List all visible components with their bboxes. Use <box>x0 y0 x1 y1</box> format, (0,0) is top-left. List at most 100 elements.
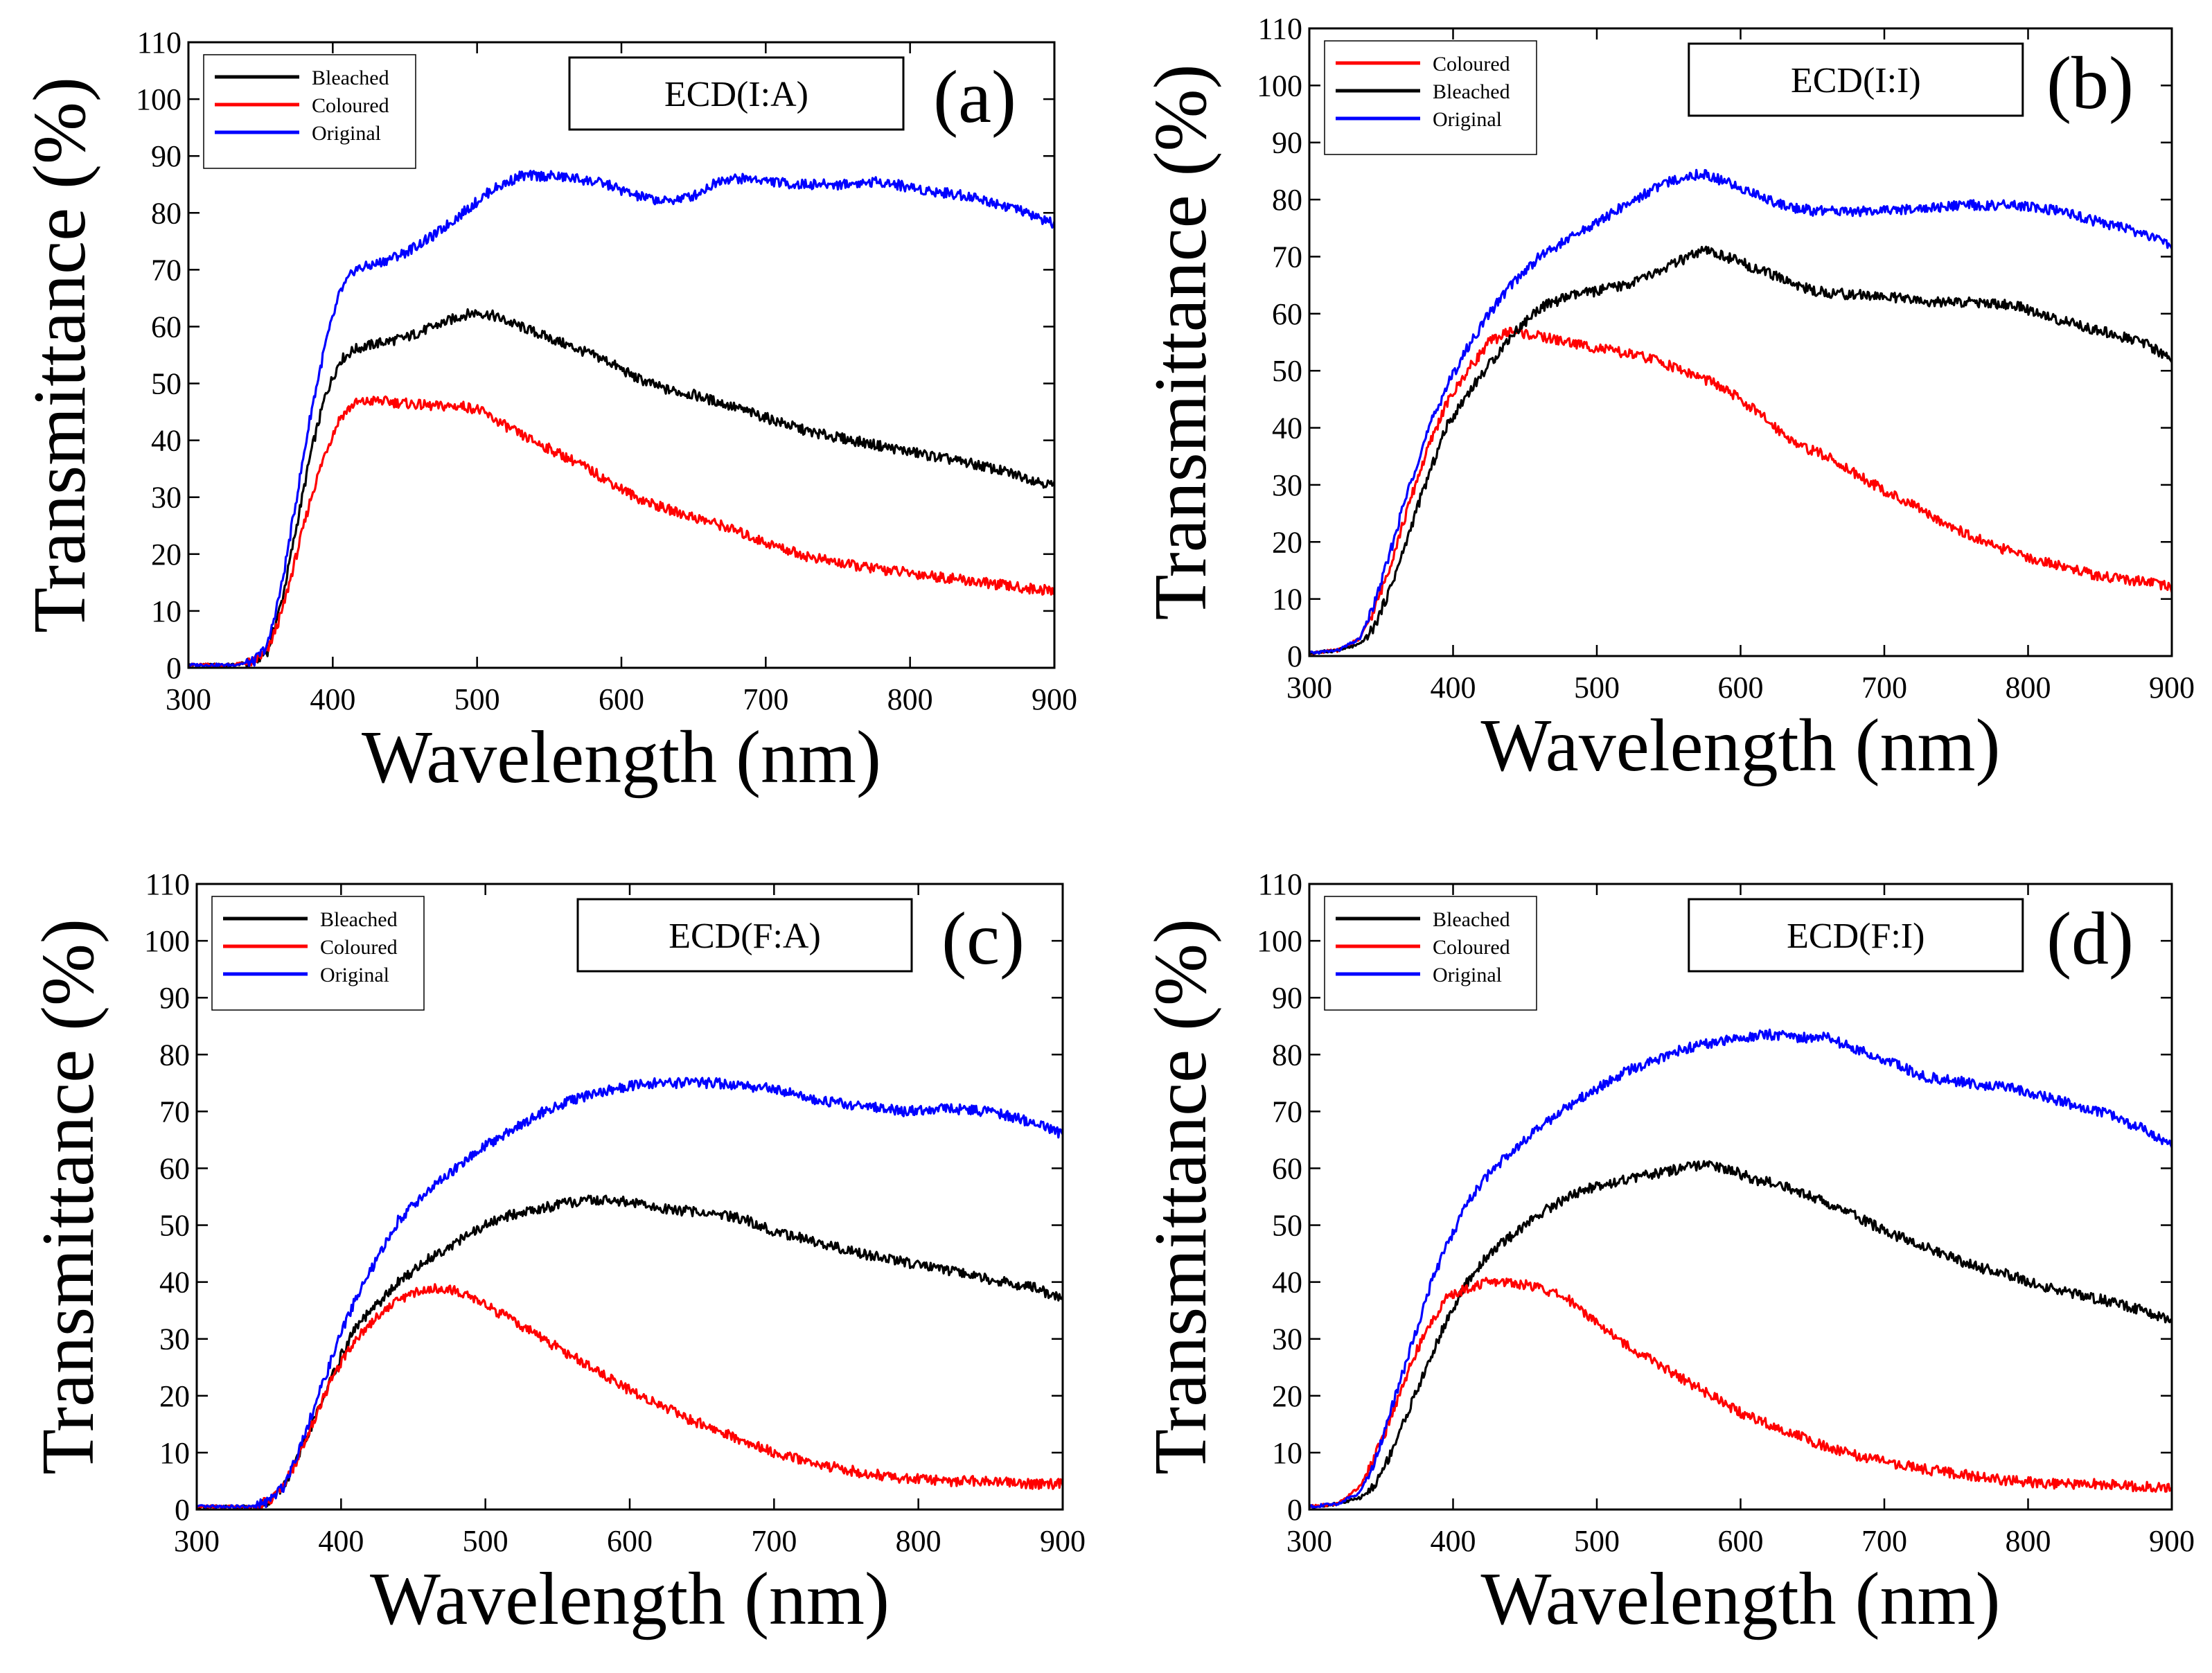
y-tick-label: 0 <box>1287 639 1302 673</box>
y-tick-label: 30 <box>1272 468 1302 502</box>
panel-label: (d) <box>2046 898 2134 980</box>
y-tick-label: 40 <box>1272 1266 1302 1300</box>
y-tick-label: 110 <box>1258 12 1302 46</box>
x-tick-label: 900 <box>1040 1524 1086 1558</box>
x-tick-label: 900 <box>1032 682 1077 716</box>
y-axis-title: Transmittance (%) <box>19 77 101 633</box>
y-tick-label: 10 <box>1272 1436 1302 1470</box>
y-tick-label: 30 <box>1272 1322 1302 1356</box>
y-tick-label: 80 <box>1272 183 1302 217</box>
y-tick-label: 50 <box>1272 1209 1302 1243</box>
y-tick-label: 10 <box>159 1436 190 1470</box>
legend-label-bleached: Bleached <box>1433 908 1510 931</box>
y-tick-label: 40 <box>1272 411 1302 445</box>
series-original <box>188 170 1054 668</box>
panel-label: (c) <box>941 898 1025 980</box>
y-tick-label: 40 <box>151 424 182 458</box>
legend: Coloured Bleached Original <box>1324 40 1537 155</box>
y-tick-label: 10 <box>1272 583 1302 617</box>
x-tick-label: 900 <box>2149 1524 2195 1558</box>
x-tick-label: 500 <box>1574 671 1620 705</box>
x-tick-label: 700 <box>1861 1524 1907 1558</box>
x-tick-label: 700 <box>751 1524 797 1558</box>
y-tick-label: 30 <box>159 1322 190 1356</box>
x-tick-label: 600 <box>1718 671 1764 705</box>
y-tick-label: 110 <box>1258 867 1302 901</box>
x-axis-title: Wavelength (nm) <box>370 1558 890 1640</box>
x-axis-title: Wavelength (nm) <box>362 716 881 799</box>
y-tick-label: 60 <box>159 1151 190 1185</box>
y-tick-label: 90 <box>151 139 182 173</box>
y-tick-label: 90 <box>159 981 190 1015</box>
x-tick-label: 400 <box>318 1524 364 1558</box>
legend-box <box>203 54 416 169</box>
x-tick-label: 400 <box>310 682 355 716</box>
x-tick-label: 600 <box>607 1524 653 1558</box>
panel-label: (b) <box>2046 42 2134 125</box>
device-label: ECD(I:I) <box>1791 61 1921 100</box>
y-tick-label: 70 <box>159 1095 190 1128</box>
y-tick-label: 70 <box>1272 240 1302 274</box>
series-original <box>1309 1028 2172 1509</box>
series-bleached <box>1309 1160 2172 1509</box>
series-coloured <box>1309 326 2172 655</box>
series-group <box>188 170 1054 668</box>
x-tick-label: 700 <box>1861 671 1907 705</box>
y-tick-label: 20 <box>151 538 182 572</box>
x-tick-label: 400 <box>1431 671 1476 705</box>
series-group <box>197 1077 1063 1510</box>
y-tick-label: 20 <box>1272 1379 1302 1413</box>
x-tick-label: 500 <box>463 1524 508 1558</box>
legend: Bleached Coloured Original <box>1324 896 1537 1011</box>
x-tick-label: 600 <box>599 682 644 716</box>
y-tick-label: 110 <box>145 867 190 901</box>
panel-b: 0 10 20 30 40 50 60 70 80 90 100 110 300 400 500 600 700… <box>1140 12 2195 787</box>
legend-label-coloured: Coloured <box>1433 936 1510 959</box>
legend: Bleached Coloured Original <box>211 896 425 1011</box>
x-tick-label: 300 <box>174 1524 220 1558</box>
y-axis-title: Transmittance (%) <box>27 919 109 1475</box>
panel-d: 0 10 20 30 40 50 60 70 80 90 100 110 300 400 500 600 700… <box>1140 867 2195 1640</box>
x-axis-title: Wavelength (nm) <box>1480 1558 2000 1640</box>
y-tick-label: 50 <box>159 1209 190 1243</box>
y-tick-label: 80 <box>159 1038 190 1072</box>
panel-a: 0 10 20 30 40 50 60 70 80 90 100 110 300 400 500 600 700… <box>19 26 1077 799</box>
y-tick-label: 50 <box>1272 354 1302 388</box>
device-label-box <box>568 56 905 131</box>
legend: Bleached Coloured Original <box>203 54 416 169</box>
series-coloured <box>197 1283 1063 1510</box>
legend-label-bleached: Bleached <box>1433 80 1510 103</box>
y-axis-title: Transmittance (%) <box>1140 64 1222 621</box>
x-tick-label: 300 <box>1286 671 1332 705</box>
series-coloured <box>1309 1277 2172 1508</box>
y-tick-label: 100 <box>1257 69 1302 103</box>
legend-label-original: Original <box>1433 964 1502 986</box>
y-tick-label: 110 <box>137 26 182 60</box>
y-tick-label: 80 <box>1272 1038 1302 1072</box>
y-tick-label: 60 <box>151 310 182 344</box>
legend-label-coloured: Coloured <box>312 94 389 117</box>
y-tick-label: 90 <box>1272 126 1302 160</box>
legend-label-original: Original <box>320 964 389 986</box>
legend-label-bleached: Bleached <box>320 908 398 931</box>
y-tick-label: 50 <box>151 367 182 401</box>
x-tick-label: 800 <box>2006 1524 2051 1558</box>
x-tick-label: 300 <box>1286 1524 1332 1558</box>
legend-box <box>1324 896 1537 1011</box>
y-tick-label: 0 <box>1287 1493 1302 1527</box>
y-tick-label: 70 <box>151 253 182 287</box>
legend-label-coloured: Coloured <box>320 936 398 959</box>
panel-label: (a) <box>933 56 1016 139</box>
x-tick-label: 400 <box>1431 1524 1476 1558</box>
legend-label-original: Original <box>312 122 381 145</box>
series-coloured <box>188 395 1054 668</box>
legend-label-bleached: Bleached <box>312 67 389 89</box>
x-tick-label: 900 <box>2149 671 2195 705</box>
device-label-box <box>576 898 913 973</box>
y-tick-label: 80 <box>151 196 182 230</box>
x-tick-label: 800 <box>887 682 933 716</box>
device-label: ECD(F:A) <box>669 917 821 956</box>
y-tick-label: 60 <box>1272 297 1302 331</box>
